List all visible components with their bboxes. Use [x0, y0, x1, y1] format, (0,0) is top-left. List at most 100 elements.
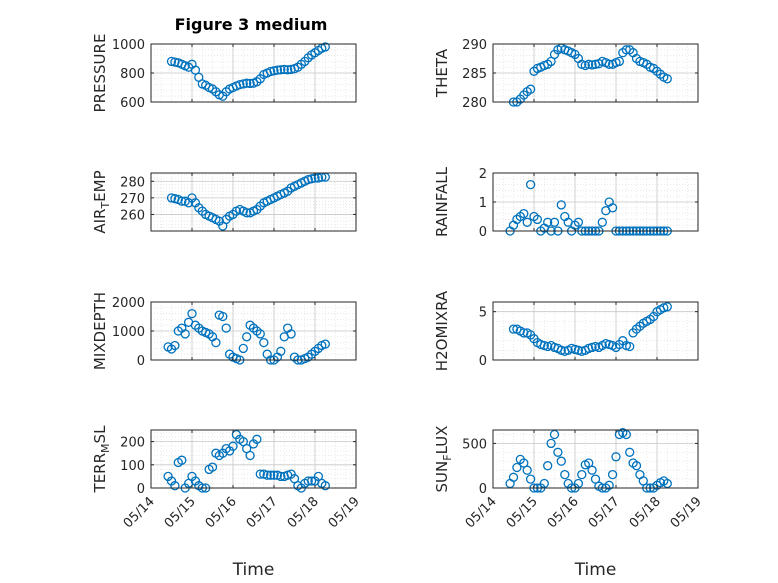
y-axis-label: SUNFLUX	[433, 426, 454, 493]
data-point	[625, 341, 635, 352]
data-point	[283, 65, 293, 75]
axes-box	[150, 429, 357, 489]
subplot-sun-flux: 0 500 05/14 05/15 05/16 05/17 05/18 05/19 SUNFLU…	[433, 426, 705, 580]
data-point	[519, 458, 529, 468]
data-point	[611, 452, 621, 462]
data-point	[269, 470, 279, 480]
y-tick-label: 2	[479, 167, 487, 182]
data-point	[543, 461, 553, 471]
data-point	[242, 332, 252, 342]
y-axis-label: RAINFALL	[433, 166, 451, 237]
subplot-h2omixra: 0 5 H2OMIXRA	[433, 290, 699, 371]
y-tick-label: 600	[120, 96, 145, 111]
data-point	[272, 65, 283, 75]
data-point	[543, 217, 553, 227]
data-point	[235, 79, 245, 90]
data-point	[625, 447, 635, 457]
data-point	[265, 470, 276, 480]
x-tick-label: 05/15	[162, 494, 199, 531]
data-point	[177, 455, 187, 465]
data-point	[238, 343, 248, 354]
data-point	[259, 337, 269, 348]
y-axis-label: AIRTEMP	[91, 170, 112, 233]
data-point	[255, 329, 265, 339]
data-point	[587, 60, 597, 70]
data-point	[262, 470, 272, 480]
data-point	[211, 337, 221, 348]
x-tick-label: 05/14	[121, 494, 158, 531]
y-tick-label: 0	[137, 354, 145, 369]
data-series	[166, 42, 330, 101]
data-point	[597, 217, 607, 227]
y-tick-label: 280	[120, 175, 145, 190]
data-point	[252, 434, 262, 444]
axes-box	[492, 301, 699, 361]
data-point	[577, 469, 587, 480]
x-tick-label: 05/15	[504, 494, 541, 531]
data-point	[604, 59, 614, 69]
y-tick-label: 5	[479, 306, 487, 321]
data-point	[553, 447, 563, 457]
y-tick-label: 1	[479, 196, 487, 211]
data-point	[546, 438, 556, 449]
data-point	[303, 476, 313, 486]
data-point	[512, 462, 522, 473]
data-series	[508, 43, 672, 107]
data-point	[320, 339, 330, 349]
data-point	[303, 174, 313, 185]
y-tick-label: 1000	[112, 325, 145, 340]
y-tick-label: 0	[137, 482, 145, 497]
data-point	[532, 214, 543, 225]
data-point	[286, 329, 296, 339]
data-point	[166, 56, 177, 67]
data-point	[190, 65, 201, 75]
data-point	[320, 42, 330, 52]
axes-box	[150, 172, 357, 232]
y-tick-label: 270	[120, 192, 145, 207]
data-point	[519, 328, 529, 338]
y-axis-label: MIXDEPTH	[91, 292, 109, 370]
y-tick-label: 800	[120, 67, 145, 82]
x-axis-label: Time	[574, 560, 617, 580]
y-tick-label: 260	[120, 208, 145, 223]
x-tick-label: 05/17	[244, 494, 281, 531]
data-point	[607, 469, 618, 480]
data-point	[662, 74, 672, 84]
data-point	[604, 480, 614, 490]
data-point	[522, 217, 532, 227]
data-series	[508, 302, 672, 356]
x-tick-label: 05/14	[463, 494, 500, 531]
data-point	[255, 469, 265, 479]
x-tick-label: 05/17	[586, 494, 623, 531]
x-tick-label: 05/19	[668, 494, 705, 531]
data-point	[607, 203, 618, 213]
data-point	[269, 66, 279, 76]
data-point	[170, 481, 180, 491]
data-point	[279, 64, 289, 75]
data-point	[187, 308, 197, 319]
data-point	[218, 311, 228, 322]
data-point	[242, 208, 252, 218]
axes-box	[492, 429, 699, 489]
data-point	[228, 441, 238, 451]
data-point	[556, 456, 566, 466]
data-point	[522, 465, 532, 475]
y-tick-label: 0	[479, 482, 487, 497]
data-point	[525, 84, 536, 94]
data-point	[508, 324, 519, 334]
data-point	[238, 79, 248, 89]
subplot-rainfall: 0 1 2 RAINFALL	[433, 166, 699, 240]
y-tick-label: 290	[462, 38, 487, 53]
y-axis-label: TERRMSL	[91, 425, 112, 494]
y-axis-label: THETA	[433, 48, 451, 98]
data-point	[180, 329, 190, 339]
x-tick-label: 05/19	[326, 494, 363, 531]
y-tick-label: 200	[120, 436, 145, 451]
data-point	[560, 469, 570, 480]
y-tick-label: 2000	[112, 296, 145, 311]
data-series	[163, 429, 330, 493]
